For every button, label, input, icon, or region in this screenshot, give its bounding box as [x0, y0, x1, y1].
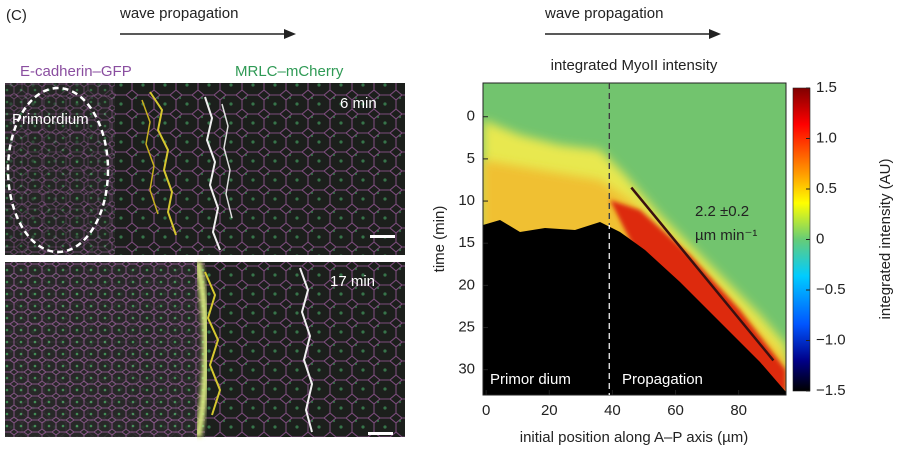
arrow-label: wave propagation [119, 5, 238, 22]
y-tick-label: 10 [458, 192, 475, 209]
x-tick-label: 0 [482, 402, 490, 419]
y-axis-label: time (min) [431, 206, 448, 273]
heatmap [483, 83, 786, 395]
colorbar-tick-label: 0 [816, 230, 824, 247]
y-tick-label: 30 [458, 361, 475, 378]
time-label: 6 min [340, 95, 377, 112]
region-label: Primordium [12, 111, 89, 128]
plot-frame [482, 82, 787, 396]
y-tick-label: 20 [458, 276, 475, 293]
annotation: 2.2 ±0.2 [695, 203, 749, 220]
annotation: µm min⁻¹ [695, 227, 757, 244]
x-tick-label: 40 [604, 402, 621, 419]
micrograph [5, 261, 405, 438]
colorbar-tick-label: −0.5 [816, 281, 846, 298]
y-tick-label: 5 [467, 150, 475, 167]
micrograph [5, 83, 405, 255]
colorbar-tick-label: 0.5 [816, 180, 837, 197]
colorbar-tick-label: −1.0 [816, 331, 846, 348]
colorbar-tick-label: 1.0 [816, 129, 837, 146]
channel-label: MRLC–mCherry [235, 63, 344, 80]
x-axis-label: initial position along A–P axis (µm) [520, 429, 748, 446]
arrow-head [284, 29, 296, 39]
y-tick-label: 0 [467, 108, 475, 125]
y-tick-label: 15 [458, 234, 475, 251]
y-tick-label: 25 [458, 319, 475, 336]
arrow-head [709, 29, 721, 39]
x-tick-label: 20 [541, 402, 558, 419]
chart-title: integrated MyoII intensity [551, 57, 718, 74]
panel-label: (C) [6, 7, 27, 24]
colorbar-label: integrated intensity (AU) [877, 159, 894, 320]
x-tick-label: 60 [667, 402, 684, 419]
colorbar-tick-label: 1.5 [816, 79, 837, 96]
arrow-label: wave propagation [544, 5, 663, 22]
region-label: Primor dium [490, 371, 571, 388]
channel-label: E-cadherin–GFP [20, 63, 132, 80]
region-label: Propagation [622, 371, 703, 388]
time-label: 17 min [330, 273, 375, 290]
x-tick-label: 80 [730, 402, 747, 419]
fit-line [630, 186, 775, 362]
colorbar-tick-label: −1.5 [816, 382, 846, 399]
